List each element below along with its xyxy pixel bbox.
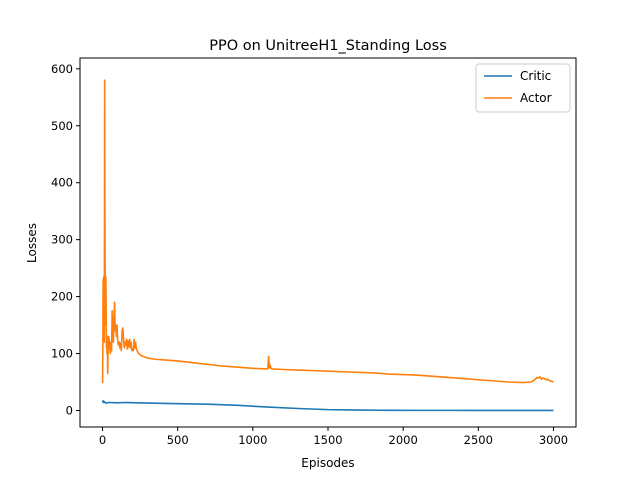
x-tick-label: 2000 — [389, 433, 418, 447]
legend: Critic Actor — [475, 63, 571, 113]
legend-label-actor: Actor — [520, 91, 552, 105]
y-tick-label: 300 — [51, 233, 73, 247]
y-tick-label: 600 — [51, 62, 73, 76]
y-tick-label: 0 — [66, 403, 73, 417]
plot-frame — [79, 57, 577, 428]
x-axis-label: Episodes — [301, 456, 354, 470]
x-tick-label: 1000 — [238, 433, 267, 447]
series-line-actor — [101, 79, 554, 384]
chart-title: PPO on UnitreeH1_Standing Loss — [209, 38, 447, 54]
x-tick-label: 500 — [167, 433, 189, 447]
x-tick-label: 3000 — [539, 433, 568, 447]
x-tick-label: 1500 — [313, 433, 342, 447]
series-line-critic — [101, 399, 554, 412]
legend-label-critic: Critic — [520, 69, 551, 83]
x-tick-label: 2500 — [464, 433, 493, 447]
y-tick-label: 200 — [51, 290, 73, 304]
x-tick-label: 0 — [99, 433, 106, 447]
y-axis-label: Losses — [25, 223, 39, 263]
y-tick-label: 500 — [51, 119, 73, 133]
y-tick-label: 100 — [51, 347, 73, 361]
y-tick-label: 400 — [51, 176, 73, 190]
y-axis: 0 100 200 300 400 500 600 — [51, 62, 80, 417]
x-axis: 0 500 1000 1500 2000 2500 3000 — [99, 427, 568, 447]
plot-area — [101, 79, 554, 412]
